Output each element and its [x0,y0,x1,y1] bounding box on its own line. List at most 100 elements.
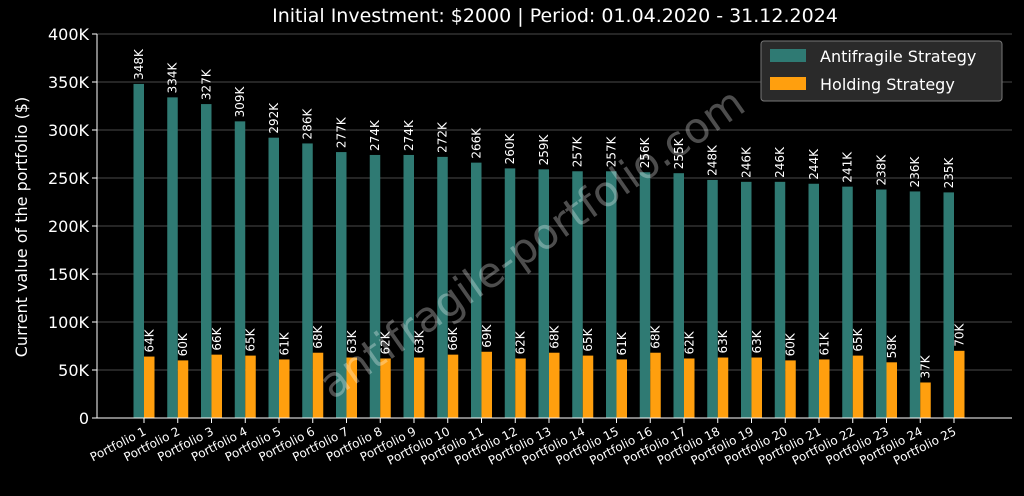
bar-holding [346,357,357,418]
bar-value-label-holding: 61K [817,331,831,355]
bar-value-label-holding: 65K [581,327,595,351]
bar-value-label-holding: 63K [716,329,730,353]
bar-value-label-holding: 61K [615,331,629,355]
y-tick-label: 100K [48,313,90,332]
bar-antifragile [133,83,144,419]
bar-antifragile [437,156,448,418]
bar-value-label-holding: 62K [514,330,528,354]
bar-antifragile [808,183,819,418]
bar-holding [549,352,560,418]
legend-label-holding: Holding Strategy [820,75,955,94]
bar-value-label-antifragile: 266K [469,127,483,159]
bar-value-label-antifragile: 241K [841,151,855,183]
bar-antifragile [707,179,718,418]
y-tick-label: 350K [48,73,90,92]
bar-value-label-antifragile: 235K [942,156,956,188]
bar-holding [414,357,425,418]
bar-antifragile [201,104,212,418]
bar-value-label-antifragile: 244K [807,148,821,180]
bar-antifragile [302,143,313,418]
bar-value-label-antifragile: 286K [301,108,315,140]
bar-antifragile [909,191,921,418]
y-tick-label: 0 [79,409,89,428]
bar-holding [177,360,189,418]
bar-series-group: 348K 64K 334K 60K 327K 66K 309K 65K 292K 61K 286K 6… [132,48,966,419]
bar-value-label-antifragile: 260K [503,132,517,164]
bar-value-label-antifragile: 309K [233,85,247,117]
bar-value-label-antifragile: 274K [402,119,416,151]
bar-antifragile [369,154,381,418]
bar-antifragile [538,169,549,418]
bar-antifragile [167,97,178,419]
bar-holding [447,354,459,418]
bar-antifragile [639,172,651,418]
bar-holding [380,358,391,418]
bar-value-label-holding: 64K [142,328,156,352]
bar-value-label-holding: 66K [210,326,224,350]
legend-label-antifragile: Antifragile Strategy [820,47,976,66]
bar-value-label-antifragile: 259K [537,133,551,165]
bar-value-label-antifragile: 246K [773,146,787,178]
bar-holding [211,354,222,418]
y-tick-label: 300K [48,121,90,140]
bar-holding [279,359,290,418]
bar-holding [684,358,695,418]
bar-antifragile [673,173,684,418]
bar-antifragile [741,181,752,418]
legend-box [760,40,1003,102]
bar-antifragile [842,186,853,418]
chart-title: Initial Investment: $2000 | Period: 01.0… [272,5,838,27]
legend-swatch-antifragile [770,49,806,62]
bar-holding [481,351,492,418]
bar-value-label-antifragile: 272K [436,121,450,153]
y-tick-label: 400K [48,25,90,44]
bar-value-label-holding: 60K [176,332,190,356]
bar-value-label-holding: 63K [345,329,359,353]
y-tick-label: 200K [48,217,90,236]
bar-value-label-holding: 68K [311,324,325,348]
bar-value-label-antifragile: 257K [571,135,585,167]
bar-holding [785,360,796,418]
bar-value-label-holding: 61K [277,331,291,355]
bar-value-label-antifragile: 255K [672,137,686,169]
bar-holding [312,352,324,418]
bar-value-label-antifragile: 274K [368,119,382,151]
bar-value-label-holding: 70K [952,323,966,347]
bar-holding [717,357,729,418]
bar-holding [582,355,594,418]
bar-antifragile [403,154,414,418]
bar-value-label-holding: 58K [885,334,899,358]
bar-holding [515,358,526,418]
bar-holding [245,355,256,418]
bar-value-label-holding: 66K [446,326,460,350]
bar-value-label-antifragile: 238K [874,154,888,186]
legend-swatch-holding [770,77,806,90]
bar-value-label-holding: 69K [480,323,494,347]
bar-holding [616,359,627,418]
bar-value-label-holding: 65K [244,327,258,351]
bar-holding [886,362,897,418]
bar-value-label-antifragile: 257K [604,135,618,167]
bar-holding [819,359,830,418]
bar-value-label-holding: 62K [379,330,393,354]
bar-value-label-antifragile: 256K [638,136,652,168]
bar-value-label-antifragile: 292K [267,102,281,134]
bar-antifragile [943,192,954,418]
y-tick-label: 150K [48,265,90,284]
bar-antifragile [606,171,617,418]
bar-value-label-antifragile: 348K [132,48,146,80]
bar-value-label-antifragile: 246K [739,146,753,178]
bar-antifragile [572,171,583,418]
bar-value-label-holding: 37K [919,354,933,378]
bar-antifragile [268,137,279,418]
bar-value-label-holding: 63K [750,329,764,353]
bar-value-label-antifragile: 334K [166,61,180,93]
bar-value-label-holding: 62K [682,330,696,354]
bar-value-label-antifragile: 248K [706,144,720,176]
y-tick-label: 50K [58,361,89,380]
bar-value-label-antifragile: 236K [908,156,922,188]
bar-holding [144,356,155,418]
y-tick-label: 250K [48,169,90,188]
bar-value-label-holding: 63K [412,329,426,353]
